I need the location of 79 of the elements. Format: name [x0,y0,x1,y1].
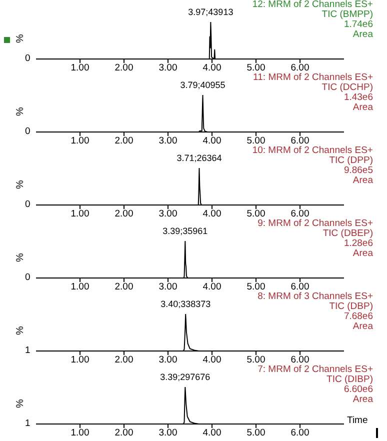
x-tick-label: 1.00 [70,62,90,74]
chart-subtitle: TIC (BMPP) [320,9,373,20]
x-tick-label: 4.00 [202,62,222,74]
annotation: 1.43e6 [342,92,373,103]
annotation: 7.68e6 [342,311,373,322]
x-tick-label: 2.00 [114,208,134,220]
chart-subtitle: TIC (DBEP) [322,228,373,239]
chart-subtitle: TIC (DBP) [328,301,373,312]
x-tick-label: 2.00 [114,62,134,74]
x-tick-label: 5.00 [246,428,266,439]
text: Area [352,102,373,113]
x-tick-label: 5.00 [246,136,266,147]
x-tick-label: 2.00 [114,354,134,366]
x-tick-label: 2.00 [114,428,134,439]
y-axis-title: % [14,252,26,262]
x-tick-label: 6.00 [290,428,310,439]
text: Area [352,248,373,259]
x-tick-label: 4.00 [202,282,222,293]
x-tick-label: 1.00 [70,282,90,293]
annotation: 9.86e5 [342,165,373,176]
annotation: 3.39;35961 [162,226,208,236]
annotation: 1.74e6 [342,19,373,30]
x-tick-label: 6.00 [290,354,310,366]
annotation: 3.40;338373 [160,299,211,309]
x-tick-label: 3.00 [158,354,178,366]
text: 0 [25,199,30,210]
annotation: 3.97;43913 [188,7,234,17]
annotation: 1.28e6 [342,238,373,249]
x-tick-label: 4.00 [202,208,222,220]
annotation: 6.60e6 [342,384,373,395]
text: Area [352,29,373,40]
y-axis-title: % [14,34,26,42]
x-tick-label: 3.00 [158,62,178,74]
annotation: 3.79;40955 [180,80,226,90]
y-axis-title: % [14,180,26,188]
x-tick-label: 6.00 [290,208,310,220]
x-tick-label: 3.00 [158,208,178,220]
x-tick-label: 3.00 [158,136,178,147]
x-tick-label: 6.00 [290,136,310,147]
chart-title: 10: MRM of 2 Channels ES+ [252,145,373,156]
x-tick-label: 5.00 [246,282,266,293]
text: 0 [25,272,30,283]
x-tick-label: 1.00 [70,354,90,366]
chart-title: 9: MRM of 2 Channels ES+ [258,218,373,229]
x-tick-label: 1.00 [70,208,90,220]
x-tick-label: 2.00 [114,136,134,147]
text: 1 [25,418,30,429]
chart-title: 12: MRM of 2 Channels ES+ [252,0,373,10]
chart-subtitle: TIC (DIBP) [326,374,373,385]
chart-subtitle: TIC (DPP) [328,155,373,166]
y-axis-title: % [14,326,26,334]
text: 1 [25,345,30,356]
x-tick-label: 5.00 [246,62,266,74]
x-tick-label: 5.00 [246,208,266,220]
x-tick-label: 3.00 [158,282,178,293]
text: Area [352,321,373,332]
x-tick-label: 1.00 [70,428,90,439]
x-axis-title: Time [347,415,368,426]
x-tick-label: 1.00 [70,136,90,147]
x-tick-label: 3.00 [158,428,178,439]
annotation: 3.39;297676 [160,372,210,382]
x-tick-label: 6.00 [290,282,310,293]
x-tick-label: 4.00 [202,136,222,147]
y-axis-title: % [14,398,26,408]
x-tick-label: 4.00 [202,354,222,366]
chart-title: 8: MRM of 3 Channels ES+ [258,291,373,302]
x-tick-label: 2.00 [114,282,134,293]
x-tick-label: 6.00 [290,62,310,74]
text: 0 [25,126,30,137]
text: Area [352,175,373,186]
text: 0 [25,53,30,64]
annotation: 3.71;26364 [176,153,222,163]
y-axis-title: % [14,106,26,116]
chart-title: 7: MRM of 2 Channels ES+ [258,364,373,375]
chart-title: 11: MRM of 2 Channels ES+ [253,72,373,83]
x-tick-label: 4.00 [202,428,222,439]
chart-subtitle: TIC (DCHP) [320,82,373,93]
x-tick-label: 5.00 [246,354,266,366]
text: Area [352,394,373,405]
